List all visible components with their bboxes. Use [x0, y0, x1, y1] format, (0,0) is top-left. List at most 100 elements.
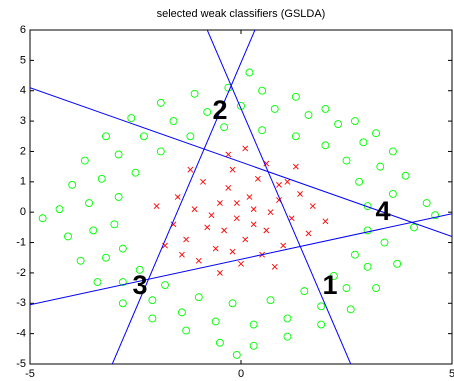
y-tick-label: 2 [20, 145, 26, 157]
point [363, 262, 372, 271]
point [393, 259, 402, 268]
point [64, 232, 72, 241]
point [249, 320, 258, 329]
point [156, 98, 165, 107]
y-tick-label: 3 [20, 115, 26, 127]
point [229, 166, 236, 173]
point [212, 245, 219, 252]
point [283, 314, 292, 323]
point [388, 147, 397, 156]
point [242, 145, 249, 152]
point [221, 227, 228, 234]
point [233, 215, 240, 222]
point [170, 221, 177, 228]
point [190, 89, 199, 98]
y-tick-label: 0 [20, 206, 26, 218]
point [186, 132, 195, 141]
classifier-line [111, 30, 256, 364]
point [250, 221, 257, 228]
point [191, 206, 198, 213]
y-tick-label: -3 [16, 297, 26, 309]
point [350, 117, 359, 126]
point [376, 162, 385, 171]
point [329, 271, 338, 280]
y-tick-label: -2 [16, 267, 26, 279]
point [254, 175, 261, 182]
annotation: 1 [322, 270, 337, 300]
point [183, 236, 190, 243]
point [148, 296, 157, 305]
point [161, 281, 169, 290]
point [342, 156, 351, 165]
point [346, 305, 355, 314]
point [342, 284, 351, 293]
point [102, 132, 110, 141]
point [195, 257, 202, 264]
point [232, 350, 241, 359]
point [359, 138, 368, 147]
point [372, 129, 380, 138]
point [208, 212, 215, 219]
y-tick-label: -4 [16, 328, 26, 340]
point [321, 141, 330, 150]
y-tick-label: 1 [20, 176, 26, 188]
classifier-line [30, 213, 452, 306]
point [270, 104, 279, 113]
y-tick-label: 5 [20, 54, 26, 66]
classifier-line [30, 87, 452, 237]
point [127, 114, 136, 123]
point [97, 174, 106, 183]
point [355, 177, 364, 186]
point [55, 205, 64, 214]
point [388, 190, 397, 198]
point [245, 68, 254, 77]
plot-area [30, 30, 452, 364]
y-tick-label: -1 [16, 236, 26, 248]
point [258, 86, 267, 95]
point [271, 263, 278, 270]
point [102, 253, 110, 262]
point [93, 278, 102, 286]
point [291, 132, 300, 141]
point [321, 104, 330, 113]
point [300, 287, 309, 296]
point [297, 191, 303, 197]
point [118, 299, 127, 308]
point [363, 226, 372, 235]
annotation: 2 [212, 95, 227, 125]
point [118, 244, 127, 253]
point [292, 163, 299, 170]
point [380, 238, 389, 247]
point [263, 227, 270, 234]
point [153, 203, 160, 210]
point [401, 171, 410, 180]
y-tick-label: 6 [20, 24, 26, 36]
point [118, 278, 127, 286]
point [89, 226, 98, 235]
point [200, 178, 206, 185]
point [317, 320, 326, 329]
point [238, 260, 244, 267]
point [85, 199, 94, 208]
chart-title: selected weak classifiers (GSLDA) [157, 8, 326, 20]
point [309, 203, 316, 210]
point [410, 223, 418, 232]
point [284, 178, 291, 185]
point [305, 230, 312, 237]
point [291, 92, 300, 101]
point [220, 123, 229, 132]
annotation: 3 [132, 270, 147, 300]
point [288, 215, 295, 222]
point [203, 108, 212, 116]
point [179, 251, 185, 258]
point [169, 117, 178, 126]
point [280, 242, 287, 249]
point [228, 299, 237, 308]
point [76, 256, 85, 265]
point [135, 265, 144, 274]
point [276, 181, 282, 188]
point [229, 248, 236, 255]
point [110, 220, 119, 229]
point [304, 111, 313, 119]
point [139, 132, 148, 141]
